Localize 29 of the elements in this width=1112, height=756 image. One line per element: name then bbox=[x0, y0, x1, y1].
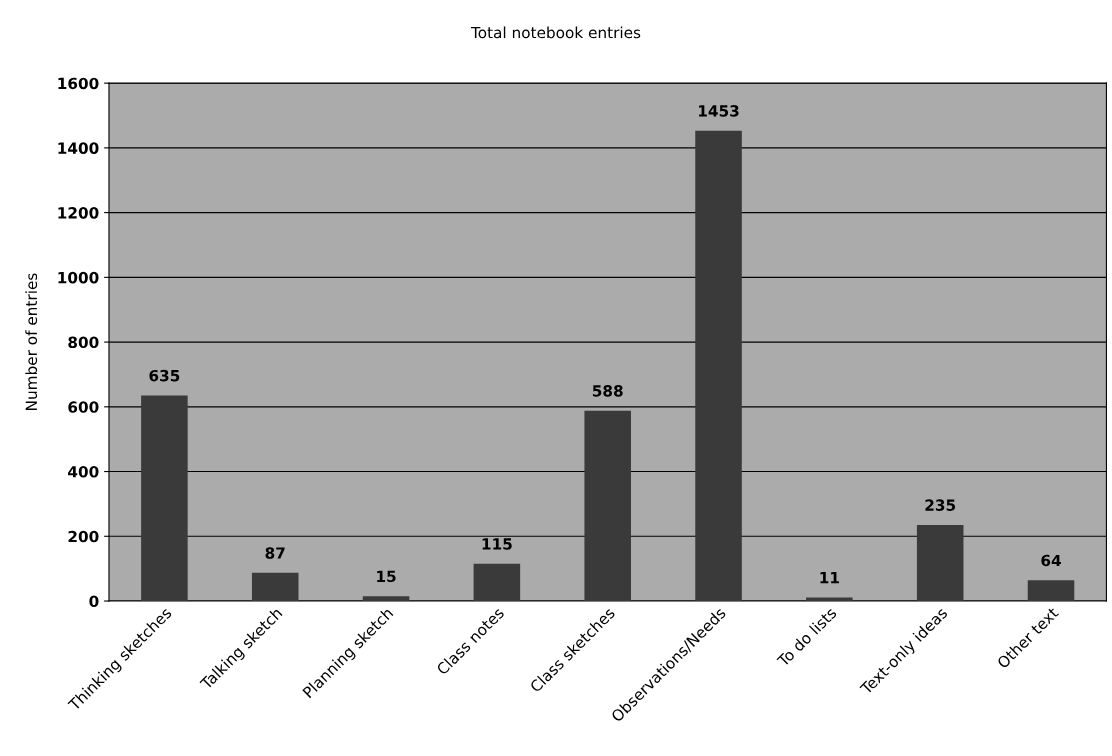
y-tick-label: 1600 bbox=[58, 77, 99, 90]
y-tick-label: 1400 bbox=[58, 142, 99, 154]
bar bbox=[916, 524, 964, 602]
bar bbox=[141, 395, 188, 602]
y-tick-label: 800 bbox=[68, 336, 99, 349]
data-label: 87 bbox=[265, 547, 285, 559]
data-label: 1453 bbox=[699, 105, 739, 117]
data-label: 635 bbox=[149, 369, 180, 382]
y-tick-label: 0 bbox=[89, 595, 99, 608]
bar bbox=[362, 596, 410, 602]
y-tick-label: 1200 bbox=[58, 207, 99, 219]
bar bbox=[251, 572, 299, 602]
data-label: 115 bbox=[482, 538, 512, 550]
data-label: 588 bbox=[592, 385, 623, 397]
y-tick-label: 200 bbox=[68, 530, 99, 543]
chart-title: Total notebook entries bbox=[470, 26, 641, 39]
bar bbox=[1027, 580, 1075, 602]
bar bbox=[695, 130, 742, 602]
bar bbox=[584, 410, 631, 602]
y-axis-title: Number of entries bbox=[25, 273, 38, 410]
data-label: 64 bbox=[1041, 554, 1061, 567]
y-tick-label: 600 bbox=[68, 401, 99, 413]
bar bbox=[806, 597, 853, 602]
bar bbox=[473, 563, 521, 602]
data-label: 11 bbox=[820, 572, 839, 584]
y-tick-label: 400 bbox=[68, 466, 99, 478]
data-label: 235 bbox=[925, 499, 956, 511]
y-tick-label: 1000 bbox=[58, 271, 99, 284]
data-label: 15 bbox=[377, 570, 396, 583]
